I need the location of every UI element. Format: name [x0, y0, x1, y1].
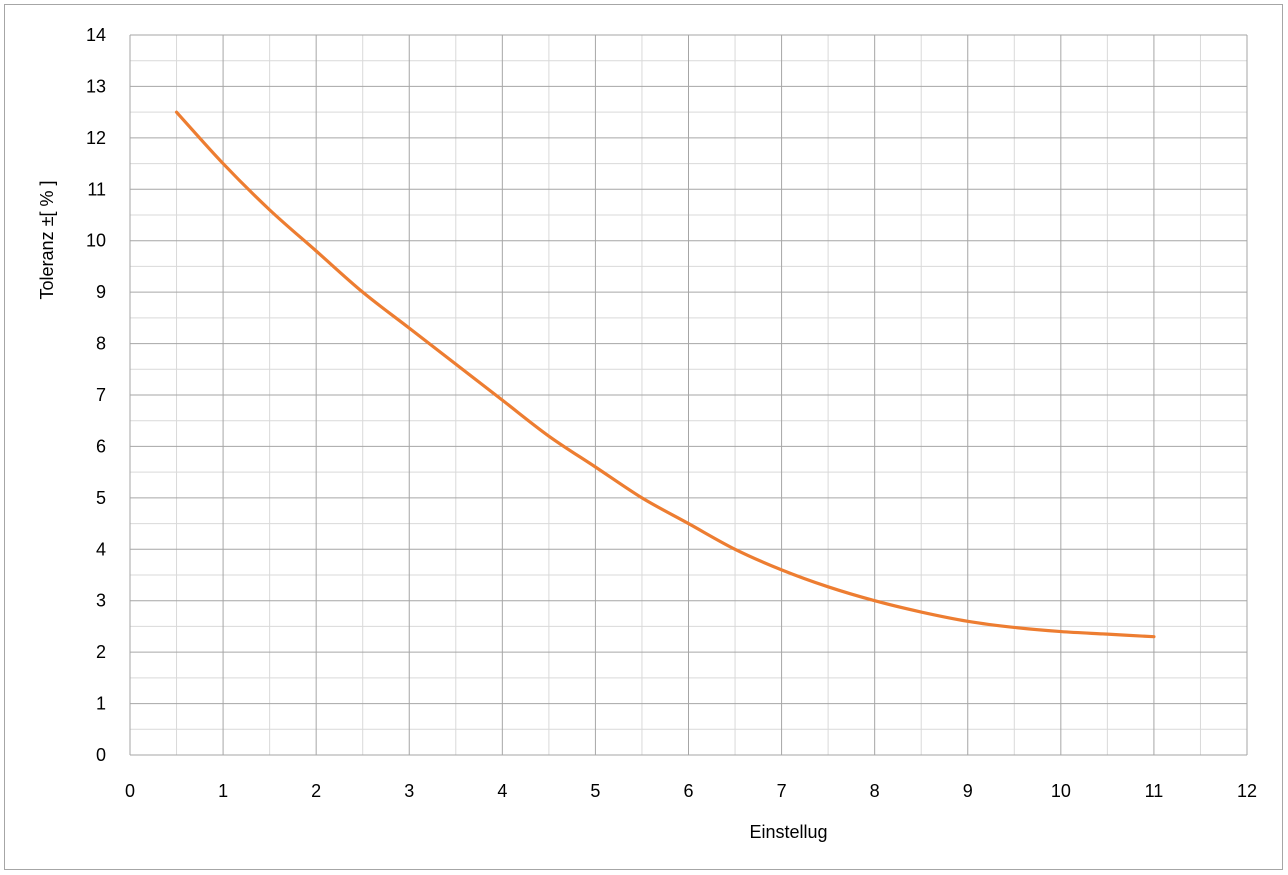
y-axis-title: Toleranz ±[ % ] — [37, 181, 57, 300]
y-tick-label: 8 — [96, 334, 106, 354]
y-tick-label: 14 — [86, 25, 106, 45]
y-tick-label: 0 — [96, 745, 106, 765]
x-tick-label: 1 — [218, 781, 228, 801]
y-tick-label: 12 — [86, 128, 106, 148]
x-tick-label: 10 — [1051, 781, 1071, 801]
y-tick-label: 13 — [86, 76, 106, 96]
y-tick-label: 11 — [87, 179, 106, 199]
y-tick-label: 7 — [96, 385, 106, 405]
x-tick-label: 9 — [963, 781, 973, 801]
x-axis-tick-labels: 0 1 2 3 4 5 6 7 8 9 10 11 12 — [125, 781, 1257, 801]
x-tick-label: 4 — [497, 781, 507, 801]
x-tick-label: 3 — [404, 781, 414, 801]
x-tick-label: 8 — [870, 781, 880, 801]
y-tick-label: 5 — [96, 488, 106, 508]
y-tick-label: 4 — [96, 539, 106, 559]
y-tick-label: 1 — [96, 694, 106, 714]
y-tick-label: 3 — [96, 591, 106, 611]
x-tick-label: 11 — [1145, 781, 1164, 801]
x-tick-label: 5 — [590, 781, 600, 801]
y-tick-label: 2 — [96, 642, 106, 662]
x-tick-label: 0 — [125, 781, 135, 801]
x-axis-title: Einstellug — [749, 822, 827, 842]
chart-frame — [4, 4, 1283, 870]
y-tick-label: 10 — [86, 231, 106, 251]
x-tick-label: 12 — [1237, 781, 1257, 801]
y-tick-label: 9 — [96, 282, 106, 302]
series-line-0 — [174, 110, 1156, 639]
x-tick-label: 6 — [683, 781, 693, 801]
major-gridlines — [129, 34, 1248, 756]
series-layer — [174, 110, 1156, 639]
x-tick-label: 2 — [311, 781, 321, 801]
x-tick-label: 7 — [777, 781, 787, 801]
y-tick-label: 6 — [96, 436, 106, 456]
